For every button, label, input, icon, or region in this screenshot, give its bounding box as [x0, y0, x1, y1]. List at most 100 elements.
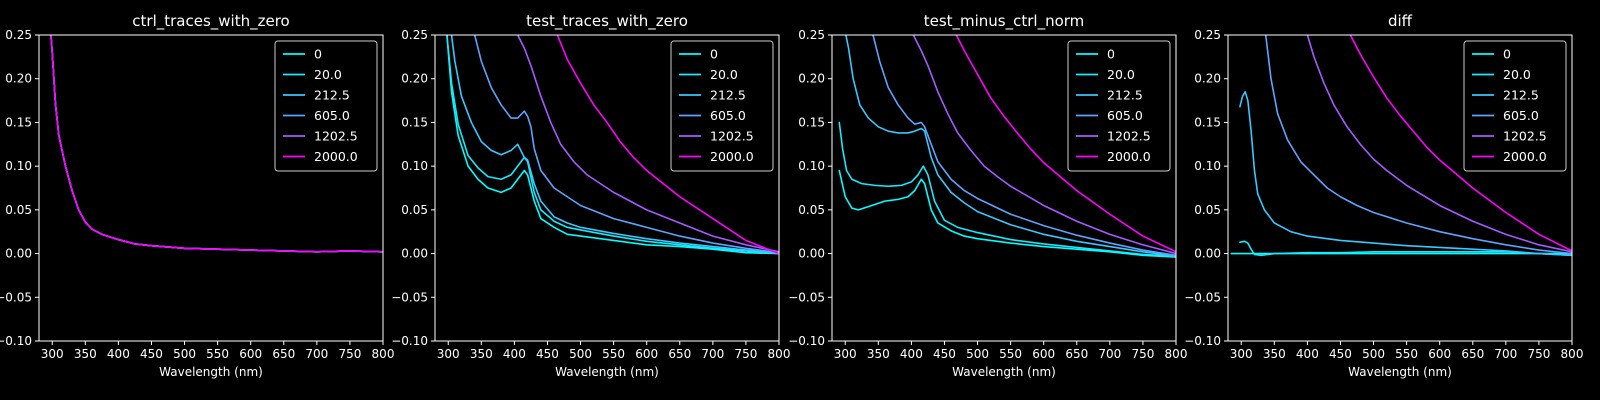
legend-entry-label: 1202.5 [710, 129, 754, 144]
legend-entry-label: 0 [1107, 47, 1115, 62]
x-tick-label: 450 [933, 347, 956, 361]
y-tick-label: 0.15 [5, 115, 32, 129]
x-tick-label: 450 [140, 347, 163, 361]
y-tick-label: −0.10 [1184, 334, 1221, 348]
y-tick-label: 0.00 [401, 247, 428, 261]
legend-box [1463, 40, 1567, 172]
x-tick-label: 300 [1230, 347, 1253, 361]
chart-panel-3: test_minus_ctrl_norm 300 350 400 450 500 550 60… [788, 12, 1187, 379]
legend-box [670, 40, 774, 172]
legend-entry-label: 2000.0 [1107, 149, 1151, 164]
x-tick-label: 400 [107, 347, 130, 361]
legend-entry-label: 2000.0 [710, 149, 754, 164]
legend-box [274, 40, 378, 172]
x-tick-label: 600 [635, 347, 658, 361]
chart-title: diff [1388, 12, 1413, 30]
y-tick-label: 0.00 [798, 247, 825, 261]
x-tick-label: 550 [1395, 347, 1418, 361]
y-tick-label: −0.10 [788, 334, 825, 348]
plot-lines [446, 35, 779, 255]
legend-entry-label: 0 [314, 47, 322, 62]
y-tick-label: 0.25 [798, 28, 825, 42]
x-tick-label: 600 [1428, 347, 1451, 361]
series-line-1 [446, 35, 779, 255]
x-tick-label: 500 [569, 347, 592, 361]
x-axis-label: Wavelength (nm) [952, 365, 1056, 379]
plot-frame [1227, 34, 1573, 342]
x-tick-label: 500 [173, 347, 196, 361]
y-tick-label: 0.10 [401, 159, 428, 173]
series-line-2 [450, 35, 779, 254]
x-tick-label: 550 [999, 347, 1022, 361]
x-tick-label: 500 [1362, 347, 1385, 361]
x-tick-label: 750 [1527, 347, 1550, 361]
series-line-5 [556, 35, 779, 255]
x-tick-label: 300 [437, 347, 460, 361]
x-tick-label: 800 [372, 347, 395, 361]
x-tick-label: 350 [74, 347, 97, 361]
chart-title: ctrl_traces_with_zero [132, 12, 289, 31]
y-tick-label: −0.05 [788, 290, 825, 304]
y-tick-label: −0.05 [0, 290, 32, 304]
legend-entry-label: 1202.5 [1107, 129, 1151, 144]
y-tick-label: 0.05 [5, 203, 32, 217]
legend: 0 20.0 212.5 605.0 1202.5 2000.0 [274, 40, 378, 172]
legend: 0 20.0 212.5 605.0 1202.5 2000.0 [670, 40, 774, 172]
y-tick-label: 0.10 [5, 159, 32, 173]
y-tick-label: 0.20 [798, 72, 825, 86]
chart-title: test_minus_ctrl_norm [924, 12, 1085, 31]
x-tick-label: 550 [206, 347, 229, 361]
legend-entry-label: 0 [1503, 47, 1511, 62]
legend-entry-label: 20.0 [710, 67, 738, 82]
y-tick-label: 0.00 [1194, 247, 1221, 261]
series-line-5 [955, 35, 1176, 253]
y-tick-label: 0.05 [401, 203, 428, 217]
y-tick-label: 0.15 [401, 115, 428, 129]
legend-entry-label: 605.0 [1503, 108, 1539, 123]
legend-entry-label: 20.0 [1107, 67, 1135, 82]
series-line-1 [1239, 240, 1572, 257]
legend-entry-label: 2000.0 [314, 149, 358, 164]
series-line-5 [50, 35, 383, 253]
series-line-0 [838, 169, 1176, 258]
chart-panel-1: ctrl_traces_with_zero 300 350 400 450 500 550 6… [0, 12, 394, 379]
series-line-2 [1239, 91, 1572, 257]
chart-panel-4: diff 300 350 400 450 500 550 600 650 700 750 800 −0.… [1184, 12, 1583, 379]
legend-entry-label: 0 [710, 47, 718, 62]
legend-entry-label: 212.5 [710, 88, 746, 103]
legend-box [1067, 40, 1171, 172]
x-tick-label: 750 [1131, 347, 1154, 361]
x-tick-label: 700 [305, 347, 328, 361]
legend-entry-label: 20.0 [314, 67, 342, 82]
x-axis-label: Wavelength (nm) [159, 365, 263, 379]
legend-entry-label: 605.0 [1107, 108, 1143, 123]
series-line-2 [845, 35, 1176, 257]
x-tick-label: 650 [1461, 347, 1484, 361]
legend-entry-label: 1202.5 [314, 129, 358, 144]
chart-title: test_traces_with_zero [526, 12, 688, 31]
series-line-3 [473, 35, 779, 254]
x-tick-label: 800 [1561, 347, 1584, 361]
plot-lines [838, 35, 1176, 258]
x-axis-label: Wavelength (nm) [555, 365, 659, 379]
plot-lines [1230, 35, 1572, 257]
y-tick-label: 0.05 [1194, 203, 1221, 217]
x-tick-label: 650 [668, 347, 691, 361]
series-line-5 [1349, 35, 1572, 252]
x-tick-label: 800 [768, 347, 791, 361]
legend-entry-label: 212.5 [314, 88, 350, 103]
y-tick-label: 0.15 [798, 115, 825, 129]
plot-lines [50, 35, 383, 253]
plot-frame [38, 34, 384, 342]
legend-entry-label: 2000.0 [1503, 149, 1547, 164]
x-tick-label: 650 [1065, 347, 1088, 361]
x-tick-label: 300 [41, 347, 64, 361]
y-tick-label: 0.10 [798, 159, 825, 173]
series-line-4 [912, 35, 1176, 255]
y-tick-label: 0.20 [1194, 72, 1221, 86]
series-line-4 [516, 35, 779, 253]
x-tick-label: 750 [338, 347, 361, 361]
legend-entry-label: 20.0 [1503, 67, 1531, 82]
x-tick-label: 300 [834, 347, 857, 361]
series-line-3 [872, 35, 1176, 257]
